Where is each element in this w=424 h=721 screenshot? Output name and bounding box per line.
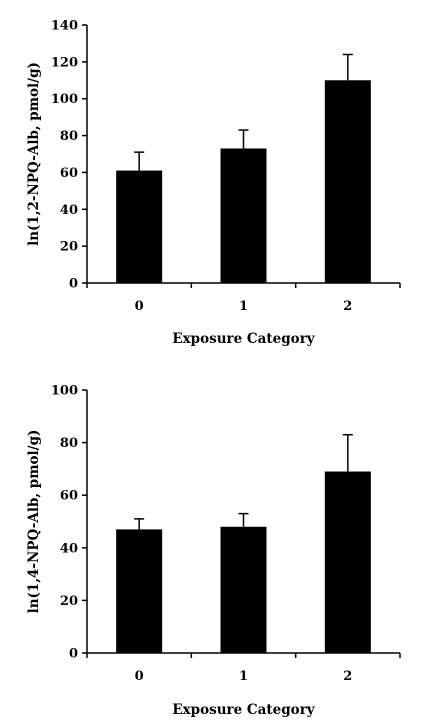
y-tick-label: 20 [60,240,78,255]
y-tick-label: 60 [60,166,78,181]
bar-0 [116,529,163,653]
y-tick-label: 80 [60,436,78,451]
y-tick-label: 120 [51,55,78,70]
bar-0 [116,170,163,283]
chart-1-2-npq-alb: 0 20 40 60 80 100 120 140 0 1 2 Exposure Category ln… [26,19,401,347]
y-tick-label: 40 [60,203,78,218]
x-tick-label: 0 [135,299,144,314]
y-tick-label: 40 [60,541,78,556]
y-axis-title: ln(1,4-NPQ-Alb, pmol/g) [26,430,42,614]
x-tick-label: 1 [239,299,248,314]
y-tick-label: 20 [60,594,78,609]
y-tick-label: 80 [60,129,78,144]
y-axis-title: ln(1,2-NPQ-Alb, pmol/g) [26,62,42,246]
bar-1 [220,526,267,653]
bar-2 [324,80,371,284]
x-tick-label: 0 [135,669,144,684]
x-tick-label: 1 [239,669,248,684]
y-tick-label: 140 [51,19,78,34]
bar-2 [324,471,371,653]
y-tick-label: 0 [69,277,78,292]
y-tick-label: 100 [51,92,78,107]
y-tick-label: 60 [60,489,78,504]
y-tick-label: 100 [51,384,78,399]
x-axis-title: Exposure Category [172,331,315,347]
bar-1 [220,148,267,283]
x-axis-title: Exposure Category [172,702,315,718]
chart-1-4-npq-alb: 0 20 40 60 80 100 0 1 2 Exposure Category ln(1,4-N… [26,384,401,718]
x-tick-label: 2 [343,299,352,314]
y-tick-label: 0 [69,647,78,662]
x-tick-label: 2 [343,669,352,684]
